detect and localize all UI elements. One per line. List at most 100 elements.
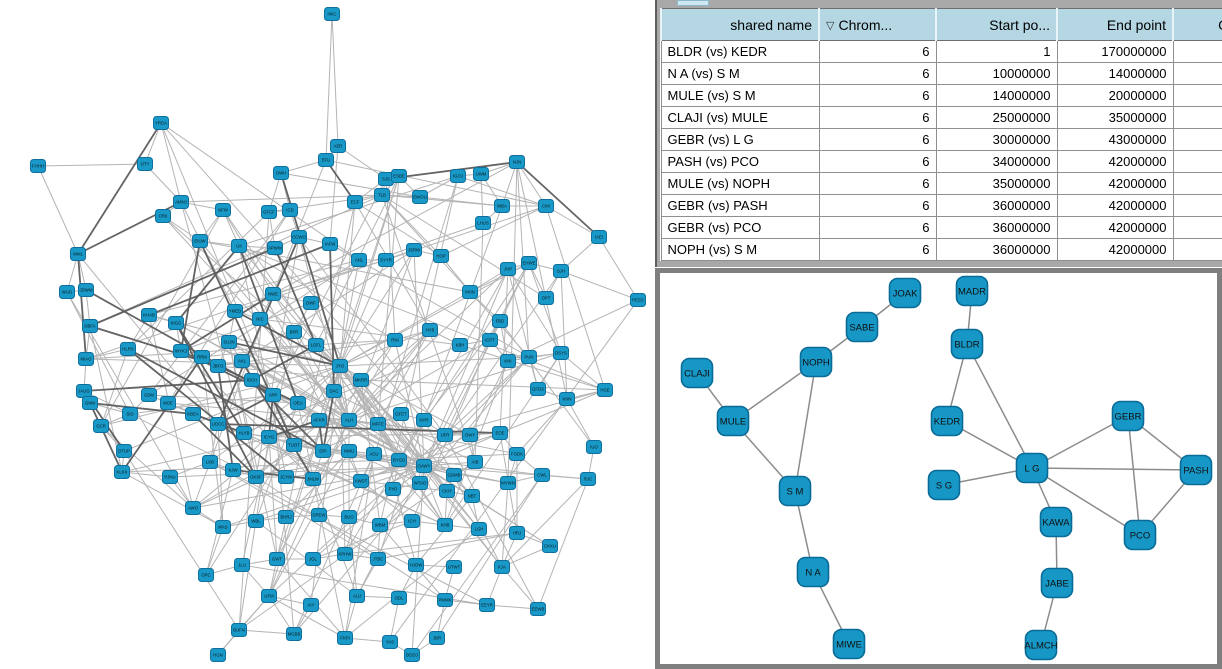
node-joak[interactable]: JOAK	[888, 277, 922, 309]
network-node[interactable]: HJOW	[408, 558, 424, 572]
network-node[interactable]: KBEA	[185, 407, 201, 421]
node-sabe[interactable]: SABE	[845, 311, 879, 343]
network-node[interactable]: UTWT	[446, 560, 462, 574]
network-node[interactable]: WBM	[372, 518, 388, 532]
node-pash[interactable]: PASH	[1179, 454, 1213, 486]
network-node[interactable]: APWW	[267, 241, 283, 255]
node-gebr[interactable]: GEBR	[1111, 400, 1145, 432]
network-node[interactable]: NIC	[252, 312, 268, 326]
network-node[interactable]: DWF	[303, 296, 319, 310]
network-node[interactable]: PMMK	[437, 593, 453, 607]
network-node[interactable]: MOE	[160, 396, 176, 410]
table-row[interactable]: PASH (vs) PCO6340000004200000011.4	[660, 150, 1222, 173]
cell-value[interactable]: 14000000	[1056, 62, 1174, 85]
network-node[interactable]: IGOJ	[450, 169, 466, 183]
network-node[interactable]: APP	[265, 388, 281, 402]
network-node[interactable]: ESBE	[391, 169, 407, 183]
network-node[interactable]: KHAB	[141, 308, 157, 322]
column-header-2[interactable]: Start po...	[935, 8, 1058, 41]
network-node[interactable]: PUN	[521, 350, 537, 364]
network-node[interactable]: DBFA	[82, 319, 98, 333]
network-node[interactable]: CCWO	[291, 230, 307, 244]
network-node[interactable]: UII	[231, 239, 247, 253]
node-madr[interactable]: MADR	[955, 275, 989, 307]
cell-value[interactable]: 14000000	[935, 84, 1058, 107]
network-node[interactable]: JSRW	[406, 243, 422, 257]
network-node[interactable]: KLKK	[114, 465, 130, 479]
network-node[interactable]: ACU	[366, 447, 382, 461]
cell-value[interactable]: 36000000	[935, 238, 1058, 261]
network-node[interactable]: NFW	[215, 203, 231, 217]
cell-shared-name[interactable]: GEBR (vs) PASH	[660, 194, 820, 217]
cell-value[interactable]: 9.9	[1172, 238, 1222, 261]
network-node[interactable]: AFKR	[311, 413, 327, 427]
network-node[interactable]: CMI	[538, 199, 554, 213]
cell-value[interactable]: 42000000	[1056, 216, 1174, 239]
network-node[interactable]: LKB	[202, 455, 218, 469]
network-node[interactable]: OWH	[273, 166, 289, 180]
network-node[interactable]: IAFW	[322, 237, 338, 251]
network-node[interactable]: WBL	[248, 514, 264, 528]
network-node[interactable]: MIAO	[78, 352, 94, 366]
table-row[interactable]: MULE (vs) S M614000000200000007.5	[660, 84, 1222, 107]
network-node[interactable]: SYYR	[378, 253, 394, 267]
node-mule[interactable]: MULE	[716, 405, 750, 437]
network-node[interactable]: IAEI	[591, 230, 607, 244]
network-node[interactable]: ODL	[391, 591, 407, 605]
cell-value[interactable]: 8.9	[1172, 194, 1222, 217]
network-node[interactable]: JTBC	[370, 552, 386, 566]
scrollbar-thumb[interactable]	[677, 0, 709, 6]
network-node[interactable]: JLU	[234, 558, 250, 572]
network-node[interactable]: ICD	[282, 203, 298, 217]
network-node[interactable]: AIB	[467, 455, 483, 469]
network-node[interactable]: YAS	[382, 635, 398, 649]
network-node[interactable]: IOCH	[244, 373, 260, 387]
network-node[interactable]: AKL	[234, 354, 250, 368]
network-node[interactable]: BPR	[286, 325, 302, 339]
table-row[interactable]: GEBR (vs) L G6300000004300000016.9	[660, 128, 1222, 151]
network-node[interactable]: HGN	[210, 648, 226, 662]
node-kedr[interactable]: KEDR	[930, 405, 964, 437]
network-node[interactable]: GDM	[141, 388, 157, 402]
network-node[interactable]: FHHH	[30, 159, 46, 173]
cell-value[interactable]: 1	[935, 40, 1058, 63]
network-node[interactable]: KJA	[494, 560, 510, 574]
network-node[interactable]: HLYB	[236, 426, 252, 440]
network-node[interactable]: KNN	[559, 392, 575, 406]
cell-value[interactable]: 10.5	[1172, 172, 1222, 195]
column-header-4[interactable]: Genetic...	[1172, 8, 1222, 41]
network-node[interactable]: BYGD	[391, 453, 407, 467]
network-node[interactable]: GFCF	[261, 205, 277, 219]
network-node[interactable]: RRM	[194, 350, 210, 364]
network-node[interactable]: ECF	[347, 195, 363, 209]
cell-shared-name[interactable]: MULE (vs) NOPH	[660, 172, 820, 195]
network-node[interactable]: OTY	[137, 157, 153, 171]
network-node[interactable]: RJC	[580, 472, 596, 486]
cell-shared-name[interactable]: GEBR (vs) PCO	[660, 216, 820, 239]
network-node[interactable]: MFFE	[370, 417, 386, 431]
network-node[interactable]: ICYG	[261, 430, 277, 444]
node-l-g[interactable]: L G	[1015, 452, 1049, 484]
network-node[interactable]: OKSF	[248, 470, 264, 484]
cell-value[interactable]: 43000000	[1056, 128, 1174, 151]
network-node[interactable]: UFR	[437, 428, 453, 442]
network-node[interactable]: HGE	[597, 383, 613, 397]
network-node[interactable]: EEYR	[479, 598, 495, 612]
network-node[interactable]: NJN	[509, 155, 525, 169]
network-node[interactable]: PESS	[630, 293, 646, 307]
node-miwe[interactable]: MIWE	[832, 628, 866, 660]
network-node[interactable]: DSYS	[553, 346, 569, 360]
node-pco[interactable]: PCO	[1123, 519, 1157, 551]
network-node[interactable]: KNI	[500, 354, 516, 368]
network-node[interactable]: PJNU	[162, 470, 178, 484]
network-node[interactable]: YMED	[227, 304, 243, 318]
cell-value[interactable]: 42000000	[1056, 172, 1174, 195]
network-node[interactable]: HRJ	[509, 526, 525, 540]
cell-value[interactable]: 42000000	[1056, 150, 1174, 173]
network-node[interactable]: UOCC	[210, 417, 226, 431]
network-node[interactable]: WUG	[59, 285, 75, 299]
network-node[interactable]: NWE	[265, 287, 281, 301]
network-node[interactable]: BUFN	[231, 623, 247, 637]
network-node[interactable]: MYWN	[500, 476, 516, 490]
network-node[interactable]: GDMB	[446, 468, 462, 482]
